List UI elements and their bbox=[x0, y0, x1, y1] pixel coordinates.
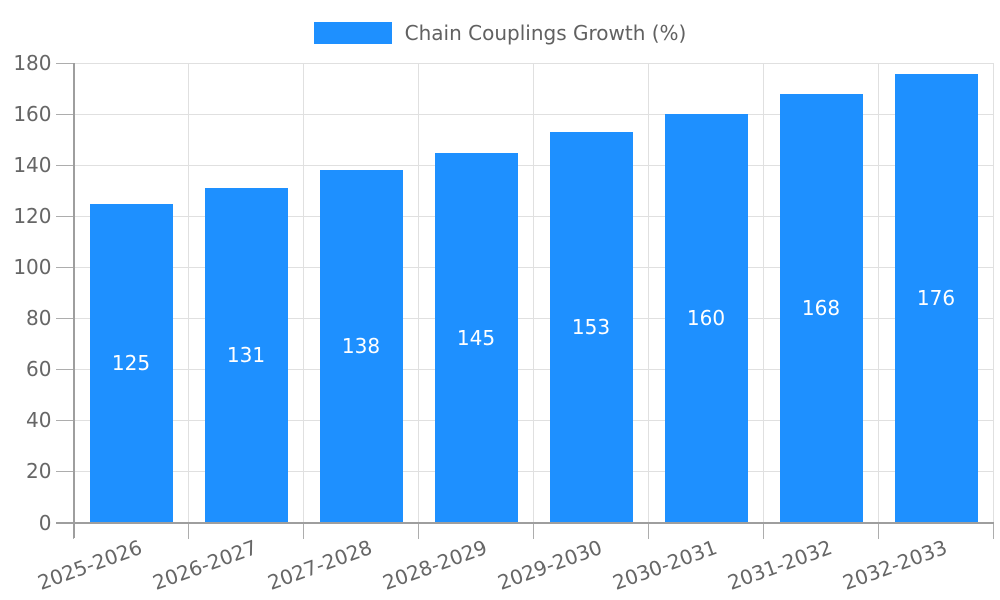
x-axis-tick bbox=[877, 522, 880, 539]
y-axis-tick-label: 20 bbox=[26, 459, 52, 484]
bar-value-label: 176 bbox=[916, 285, 956, 310]
gridline-vertical bbox=[762, 63, 765, 523]
gridline-vertical bbox=[532, 63, 535, 523]
bar-value-label: 160 bbox=[686, 306, 726, 331]
bar-value-label: 138 bbox=[341, 334, 381, 359]
y-axis-tick-label: 100 bbox=[13, 255, 52, 280]
x-axis-tick bbox=[532, 522, 535, 539]
bar-value-label: 168 bbox=[801, 296, 841, 321]
gridline-vertical bbox=[647, 63, 650, 523]
y-axis-tick bbox=[55, 317, 74, 320]
y-axis-tick bbox=[55, 266, 74, 269]
y-axis-tick-label: 180 bbox=[13, 51, 52, 76]
x-axis-tick bbox=[762, 522, 765, 539]
bar: 160 bbox=[664, 114, 748, 523]
y-axis-tick-label: 60 bbox=[26, 357, 52, 382]
bar: 153 bbox=[549, 132, 633, 523]
gridline-vertical bbox=[187, 63, 190, 523]
y-axis-tick-label: 140 bbox=[13, 153, 52, 178]
chart-legend: Chain Couplings Growth (%) bbox=[0, 22, 1000, 44]
bar: 168 bbox=[779, 93, 863, 523]
y-axis-tick bbox=[55, 113, 74, 116]
bar-value-label: 125 bbox=[111, 351, 151, 376]
gridline-vertical bbox=[417, 63, 420, 523]
x-axis-tick bbox=[302, 522, 305, 539]
gridline-vertical bbox=[992, 63, 995, 523]
legend-title: Chain Couplings Growth (%) bbox=[404, 21, 687, 45]
x-axis-tick bbox=[187, 522, 190, 539]
bar: 145 bbox=[434, 152, 518, 523]
y-axis-tick bbox=[55, 419, 74, 422]
y-axis-tick-label: 160 bbox=[13, 102, 52, 127]
bar: 176 bbox=[894, 73, 978, 523]
y-axis-tick-label: 40 bbox=[26, 408, 52, 433]
y-axis-tick-label: 120 bbox=[13, 204, 52, 229]
gridline-vertical bbox=[302, 63, 305, 523]
y-axis-line bbox=[72, 63, 75, 539]
y-axis-tick bbox=[55, 470, 74, 473]
bar: 125 bbox=[89, 203, 173, 523]
y-axis-tick bbox=[55, 164, 74, 167]
bar: 131 bbox=[204, 188, 288, 523]
y-axis-tick bbox=[55, 215, 74, 218]
y-axis-tick-label: 80 bbox=[26, 306, 52, 331]
y-axis-tick bbox=[55, 368, 74, 371]
gridline-vertical bbox=[877, 63, 880, 523]
x-axis-tick bbox=[417, 522, 420, 539]
bar-value-label: 131 bbox=[226, 343, 266, 368]
legend-swatch bbox=[313, 22, 392, 44]
x-axis-tick bbox=[647, 522, 650, 539]
x-axis-tick bbox=[992, 522, 995, 539]
bar: 138 bbox=[319, 170, 403, 523]
bar-value-label: 145 bbox=[456, 325, 496, 350]
y-axis-tick bbox=[55, 62, 74, 65]
bar-value-label: 153 bbox=[571, 315, 611, 340]
y-axis-tick-label: 0 bbox=[38, 510, 52, 535]
x-axis-line bbox=[55, 521, 994, 524]
